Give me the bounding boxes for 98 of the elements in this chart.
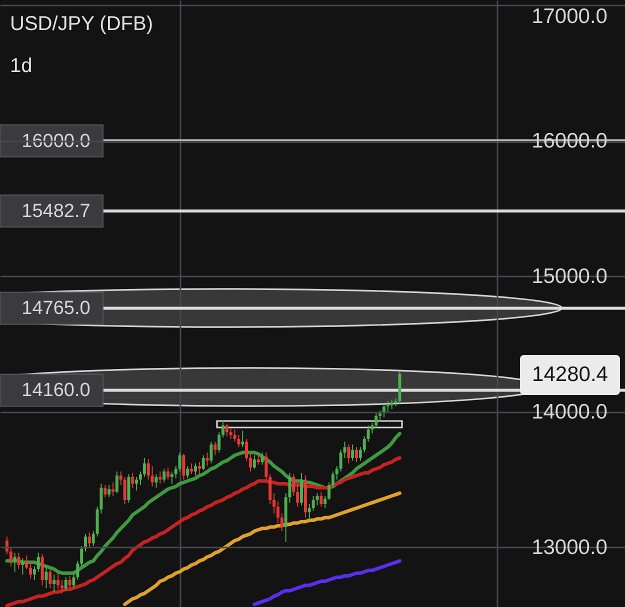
candlestick xyxy=(36,552,40,572)
candlestick xyxy=(362,436,366,454)
candlestick xyxy=(320,491,323,508)
text: USD/JPY (DFB) xyxy=(10,13,153,35)
y-tick-label: 13000.0 xyxy=(532,536,608,559)
candlestick xyxy=(154,474,158,488)
candlestick xyxy=(162,468,166,483)
candlestick xyxy=(296,482,300,508)
candlestick xyxy=(182,453,186,480)
candlestick xyxy=(68,575,72,589)
candlestick xyxy=(76,560,80,580)
candlestick xyxy=(127,474,130,504)
candlestick xyxy=(150,466,154,487)
candlestick xyxy=(347,444,350,464)
candlestick xyxy=(186,466,190,479)
candlestick xyxy=(92,530,95,547)
candlestick xyxy=(300,472,304,506)
candlestick xyxy=(335,466,338,480)
candlestick xyxy=(268,474,272,505)
candlestick xyxy=(178,452,182,472)
candlestick xyxy=(386,400,390,412)
candlestick xyxy=(374,412,378,429)
line-series xyxy=(5,456,402,607)
y-tick-label: 14000.0 xyxy=(532,400,608,424)
candlestick xyxy=(210,441,213,464)
candlestick xyxy=(112,482,115,496)
candlestick xyxy=(292,474,296,496)
text: 14280.4 xyxy=(532,363,608,386)
candlestick xyxy=(174,466,178,479)
candlestick xyxy=(218,432,221,454)
candlestick xyxy=(272,492,276,514)
candlestick xyxy=(25,555,28,570)
candlestick xyxy=(260,452,264,466)
candlestick xyxy=(248,453,252,472)
ref-line-label: 14160.0 xyxy=(22,380,90,402)
candlestick xyxy=(135,476,138,491)
text: 1d xyxy=(10,55,32,77)
candlestick xyxy=(324,495,327,509)
candlestick xyxy=(198,462,201,475)
candlestick xyxy=(358,446,362,462)
candlestick xyxy=(206,452,209,467)
candlestick xyxy=(245,438,248,462)
candlestick xyxy=(32,566,36,580)
candlestick xyxy=(252,454,256,470)
candlestick xyxy=(166,466,170,480)
candlestick xyxy=(60,579,64,594)
candlestick xyxy=(256,453,260,466)
candlestick xyxy=(280,513,284,532)
candlestick xyxy=(146,458,150,480)
candlestick xyxy=(241,430,244,448)
candlestick xyxy=(72,574,76,589)
candlestick xyxy=(115,471,118,494)
candlestick xyxy=(88,532,91,548)
candlestick xyxy=(390,399,394,410)
ref-line-label: 15482.7 xyxy=(22,201,90,222)
candlestick xyxy=(48,568,52,589)
candlestick xyxy=(17,552,20,570)
candlestick xyxy=(21,558,24,575)
candlestick xyxy=(331,471,334,488)
candlestick xyxy=(29,560,32,580)
candlestick xyxy=(108,484,111,498)
candlestick xyxy=(308,504,311,521)
candlestick xyxy=(221,420,224,438)
candlestick xyxy=(158,471,162,484)
candlestick xyxy=(225,424,228,437)
y-tick-label: 15000.0 xyxy=(532,264,608,288)
line-series xyxy=(252,559,402,606)
y-tick-label: 17000.0 xyxy=(532,4,608,28)
candlestick xyxy=(139,471,142,486)
candlestick xyxy=(202,454,205,471)
candlestick xyxy=(264,452,268,480)
candlestick xyxy=(123,476,126,505)
candlestick xyxy=(194,462,197,476)
candlestick xyxy=(351,444,354,462)
candlestick xyxy=(80,546,84,567)
candlestick xyxy=(44,567,48,589)
candlestick xyxy=(276,500,280,524)
candlestick xyxy=(131,472,134,488)
candlestick xyxy=(378,410,382,422)
candlestick xyxy=(328,482,331,500)
candlestick xyxy=(214,441,217,456)
candlestick xyxy=(119,471,122,486)
candlestick xyxy=(142,457,146,478)
candlestick xyxy=(52,574,56,593)
candlestick xyxy=(312,495,315,512)
candlestick xyxy=(104,484,107,498)
candlestick xyxy=(366,424,370,442)
candlestick xyxy=(355,446,358,463)
candlestick xyxy=(56,572,60,590)
candlestick xyxy=(229,428,232,440)
candlestick xyxy=(13,552,16,572)
candlestick xyxy=(190,462,194,475)
candlestick xyxy=(170,471,174,484)
ref-line-label: 14765.0 xyxy=(22,298,90,320)
candlestick xyxy=(9,546,12,567)
line-series xyxy=(123,491,402,606)
candlestick xyxy=(64,576,68,592)
candlestick xyxy=(40,554,44,586)
